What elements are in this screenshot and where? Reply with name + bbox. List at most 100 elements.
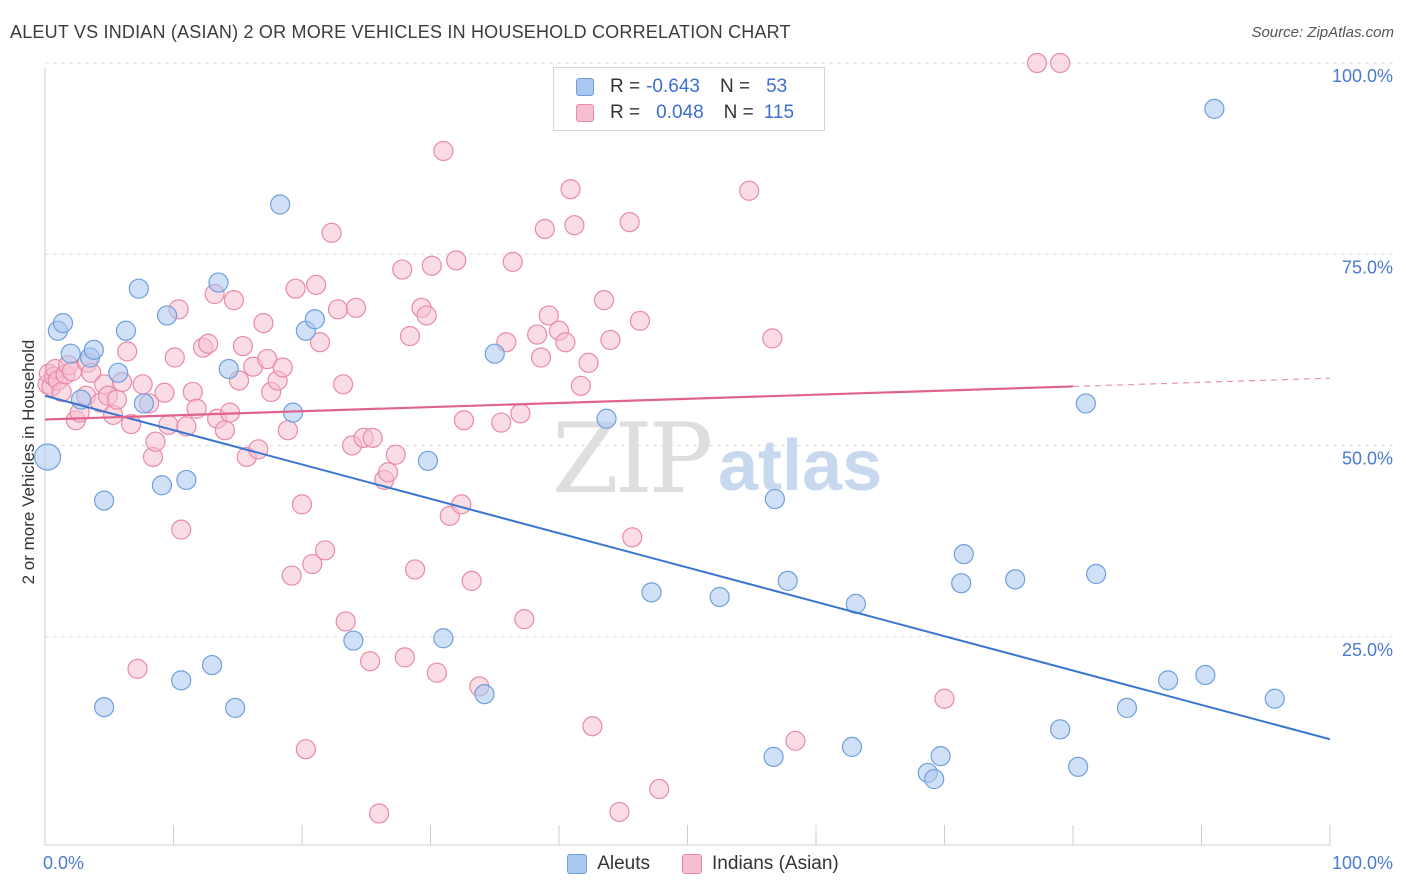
data-point [270,194,291,215]
data-point [128,278,149,299]
data-point [619,212,640,233]
indian-trend-line [44,385,1074,421]
data-point [404,559,426,580]
data-point [538,305,559,326]
data-point [156,305,178,326]
data-point [302,553,323,575]
data-point [461,570,482,592]
data-point [491,412,512,433]
data-point [176,416,197,437]
legend-item-indians: Indians (Asian) [682,853,839,875]
data-point [555,332,576,353]
data-point [433,140,454,162]
data-point [133,393,155,414]
data-point [151,475,173,496]
data-point [285,278,306,299]
data-point [570,375,591,396]
r-label: R = [610,102,641,123]
data-point [394,647,415,668]
data-point [417,450,439,471]
data-point [609,801,630,823]
legend-label: Indians (Asian) [712,853,839,874]
data-point [1086,563,1107,585]
data-point [327,299,349,320]
data-point [841,736,863,758]
data-point [600,329,621,351]
data-point [218,358,239,380]
data-point [777,570,798,592]
data-point [622,527,643,548]
legend-row-aleuts: R = -0.643 N = 53 [576,75,787,99]
data-point [1026,52,1048,74]
data-point [117,341,138,362]
watermark: ZIP atlas [552,403,882,515]
data-point [232,335,253,357]
data-point [176,469,197,491]
data-point [1116,697,1138,718]
data-point [362,427,383,448]
data-point [785,730,806,751]
data-point [484,343,505,364]
data-point [527,324,548,345]
legend-label: Aleuts [597,853,651,874]
r-label: R = [610,76,641,97]
indian-asian-points [37,52,1071,824]
trend-lines [44,377,1331,741]
legend-item-aleuts: Aleuts [567,853,650,875]
data-point [593,290,615,311]
data-point [94,490,115,511]
data-point [281,565,302,586]
data-point [560,179,581,200]
data-point [295,739,316,760]
data-point [335,611,356,632]
data-point [225,697,246,718]
y-tick-label: 100.0% [1332,66,1393,86]
data-point [171,519,192,540]
data-point [272,357,293,378]
data-point [596,408,617,429]
data-point [453,410,475,431]
data-point [127,658,148,679]
data-point [951,573,972,594]
data-point [934,688,955,709]
series-legend: Aleuts Indians (Asian) [0,850,1406,878]
x-tick-labels: 0.0% 100.0% [43,853,1393,873]
data-point [106,389,128,410]
data-point [94,697,115,718]
data-point [33,443,62,471]
gridlines [45,62,1395,638]
n-value: 53 [766,76,788,97]
data-point [223,290,244,311]
data-point [502,251,523,272]
data-point [385,444,406,465]
source-credit: Source: ZipAtlas.com [1251,24,1394,41]
data-point [198,333,219,354]
data-point [52,313,74,334]
data-point [514,609,535,630]
data-point [530,347,552,368]
data-point [446,250,467,271]
data-point [115,320,137,341]
x-tick-label: 100.0% [1332,853,1393,873]
data-point [629,310,651,331]
data-point [764,488,785,510]
data-point [1195,664,1216,686]
r-value: 0.048 [656,102,704,123]
r-value: -0.643 [646,76,700,97]
data-point [214,420,235,441]
data-point [60,343,81,364]
data-point [304,309,325,330]
data-point [578,352,599,373]
data-point [257,348,278,370]
data-point [924,768,945,790]
n-label: N = [719,76,751,97]
data-point [333,374,354,395]
data-point [182,381,203,403]
data-point [171,670,192,691]
data-point [1264,688,1285,709]
data-point [248,439,269,460]
legend-row-indians: R = 0.048 N = 115 [576,101,794,125]
data-point [208,272,229,293]
watermark-zip-text: ZIP [552,403,711,515]
